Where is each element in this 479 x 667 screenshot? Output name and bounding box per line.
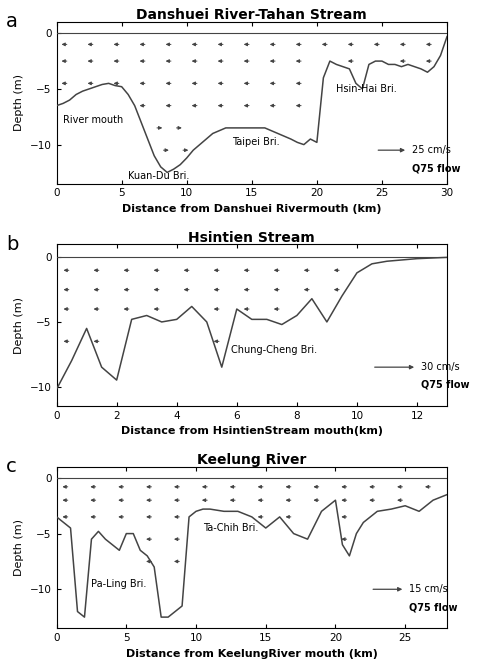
Y-axis label: Depth (m): Depth (m) bbox=[14, 74, 24, 131]
Text: Ta-Chih Bri.: Ta-Chih Bri. bbox=[203, 523, 258, 533]
Text: Q75 flow: Q75 flow bbox=[412, 163, 460, 173]
Text: 30 cm/s: 30 cm/s bbox=[421, 362, 459, 372]
X-axis label: Distance from Danshuei Rivermouth (km): Distance from Danshuei Rivermouth (km) bbox=[122, 204, 382, 214]
X-axis label: Distance from KeelungRiver mouth (km): Distance from KeelungRiver mouth (km) bbox=[126, 649, 378, 659]
Text: c: c bbox=[6, 457, 17, 476]
Text: 15 cm/s: 15 cm/s bbox=[409, 584, 448, 594]
Text: Chung-Cheng Bri.: Chung-Cheng Bri. bbox=[231, 346, 317, 356]
Text: b: b bbox=[6, 235, 18, 253]
Title: Danshuei River-Tahan Stream: Danshuei River-Tahan Stream bbox=[137, 8, 367, 22]
Text: Q75 flow: Q75 flow bbox=[409, 602, 457, 612]
Text: a: a bbox=[6, 13, 18, 31]
Text: Q75 flow: Q75 flow bbox=[421, 380, 469, 390]
Text: Taipei Bri.: Taipei Bri. bbox=[232, 137, 280, 147]
Text: Kuan-Du Bri.: Kuan-Du Bri. bbox=[128, 171, 190, 181]
Y-axis label: Depth (m): Depth (m) bbox=[14, 519, 24, 576]
Text: Hsin-Hai Bri.: Hsin-Hai Bri. bbox=[336, 84, 397, 94]
Text: Pa-Ling Bri.: Pa-Ling Bri. bbox=[91, 579, 147, 589]
Text: 25 cm/s: 25 cm/s bbox=[412, 145, 451, 155]
Title: Hsintien Stream: Hsintien Stream bbox=[188, 231, 315, 245]
Y-axis label: Depth (m): Depth (m) bbox=[14, 297, 24, 354]
Title: Keelung River: Keelung River bbox=[197, 453, 307, 467]
Text: River mouth: River mouth bbox=[63, 115, 124, 125]
X-axis label: Distance from HsintienStream mouth(km): Distance from HsintienStream mouth(km) bbox=[121, 426, 383, 436]
